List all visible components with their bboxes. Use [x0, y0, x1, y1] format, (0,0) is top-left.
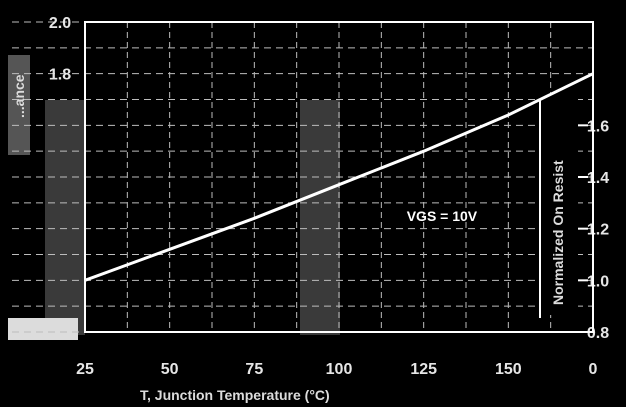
left-axis-title: ...ance	[11, 74, 27, 118]
x-tick-label: 75	[245, 361, 263, 378]
right-axis-title: Normalized On Resist	[550, 160, 566, 305]
x-tick-label: 150	[495, 361, 522, 378]
series-line	[84, 72, 594, 282]
x-tick-label: 0	[589, 361, 598, 378]
y-tick-label: 1.4	[587, 170, 609, 187]
right-axis-panel	[540, 95, 578, 315]
x-axis-title: T, Junction Temperature (°C)	[140, 387, 330, 403]
x-tick-label: 125	[410, 361, 437, 378]
y-tick-label: 1.6	[587, 118, 609, 135]
y-tick-label: 1.2	[587, 222, 609, 239]
y-tick-label: 1.0	[587, 273, 609, 290]
vgs-annotation: VGS = 10V	[407, 208, 478, 224]
left-axis-strip	[8, 55, 30, 155]
y-tick-label: 1.8	[49, 67, 71, 84]
x-tick-label: 50	[161, 361, 179, 378]
artifact-band-mid	[300, 100, 340, 335]
artifact-band-left	[45, 100, 85, 335]
plot-frame	[84, 21, 594, 333]
y-tick-label: 2.0	[49, 15, 71, 32]
x-tick-label: 25	[76, 361, 94, 378]
y-tick-label: 0.8	[587, 325, 609, 342]
chart-ticks: 25 50 75 100 125 150 0 2.0 1.8 1.6 1.4 1.2 1.0 0.8	[49, 15, 609, 378]
x-tick-label: 100	[326, 361, 353, 378]
artifact-block	[8, 318, 78, 340]
